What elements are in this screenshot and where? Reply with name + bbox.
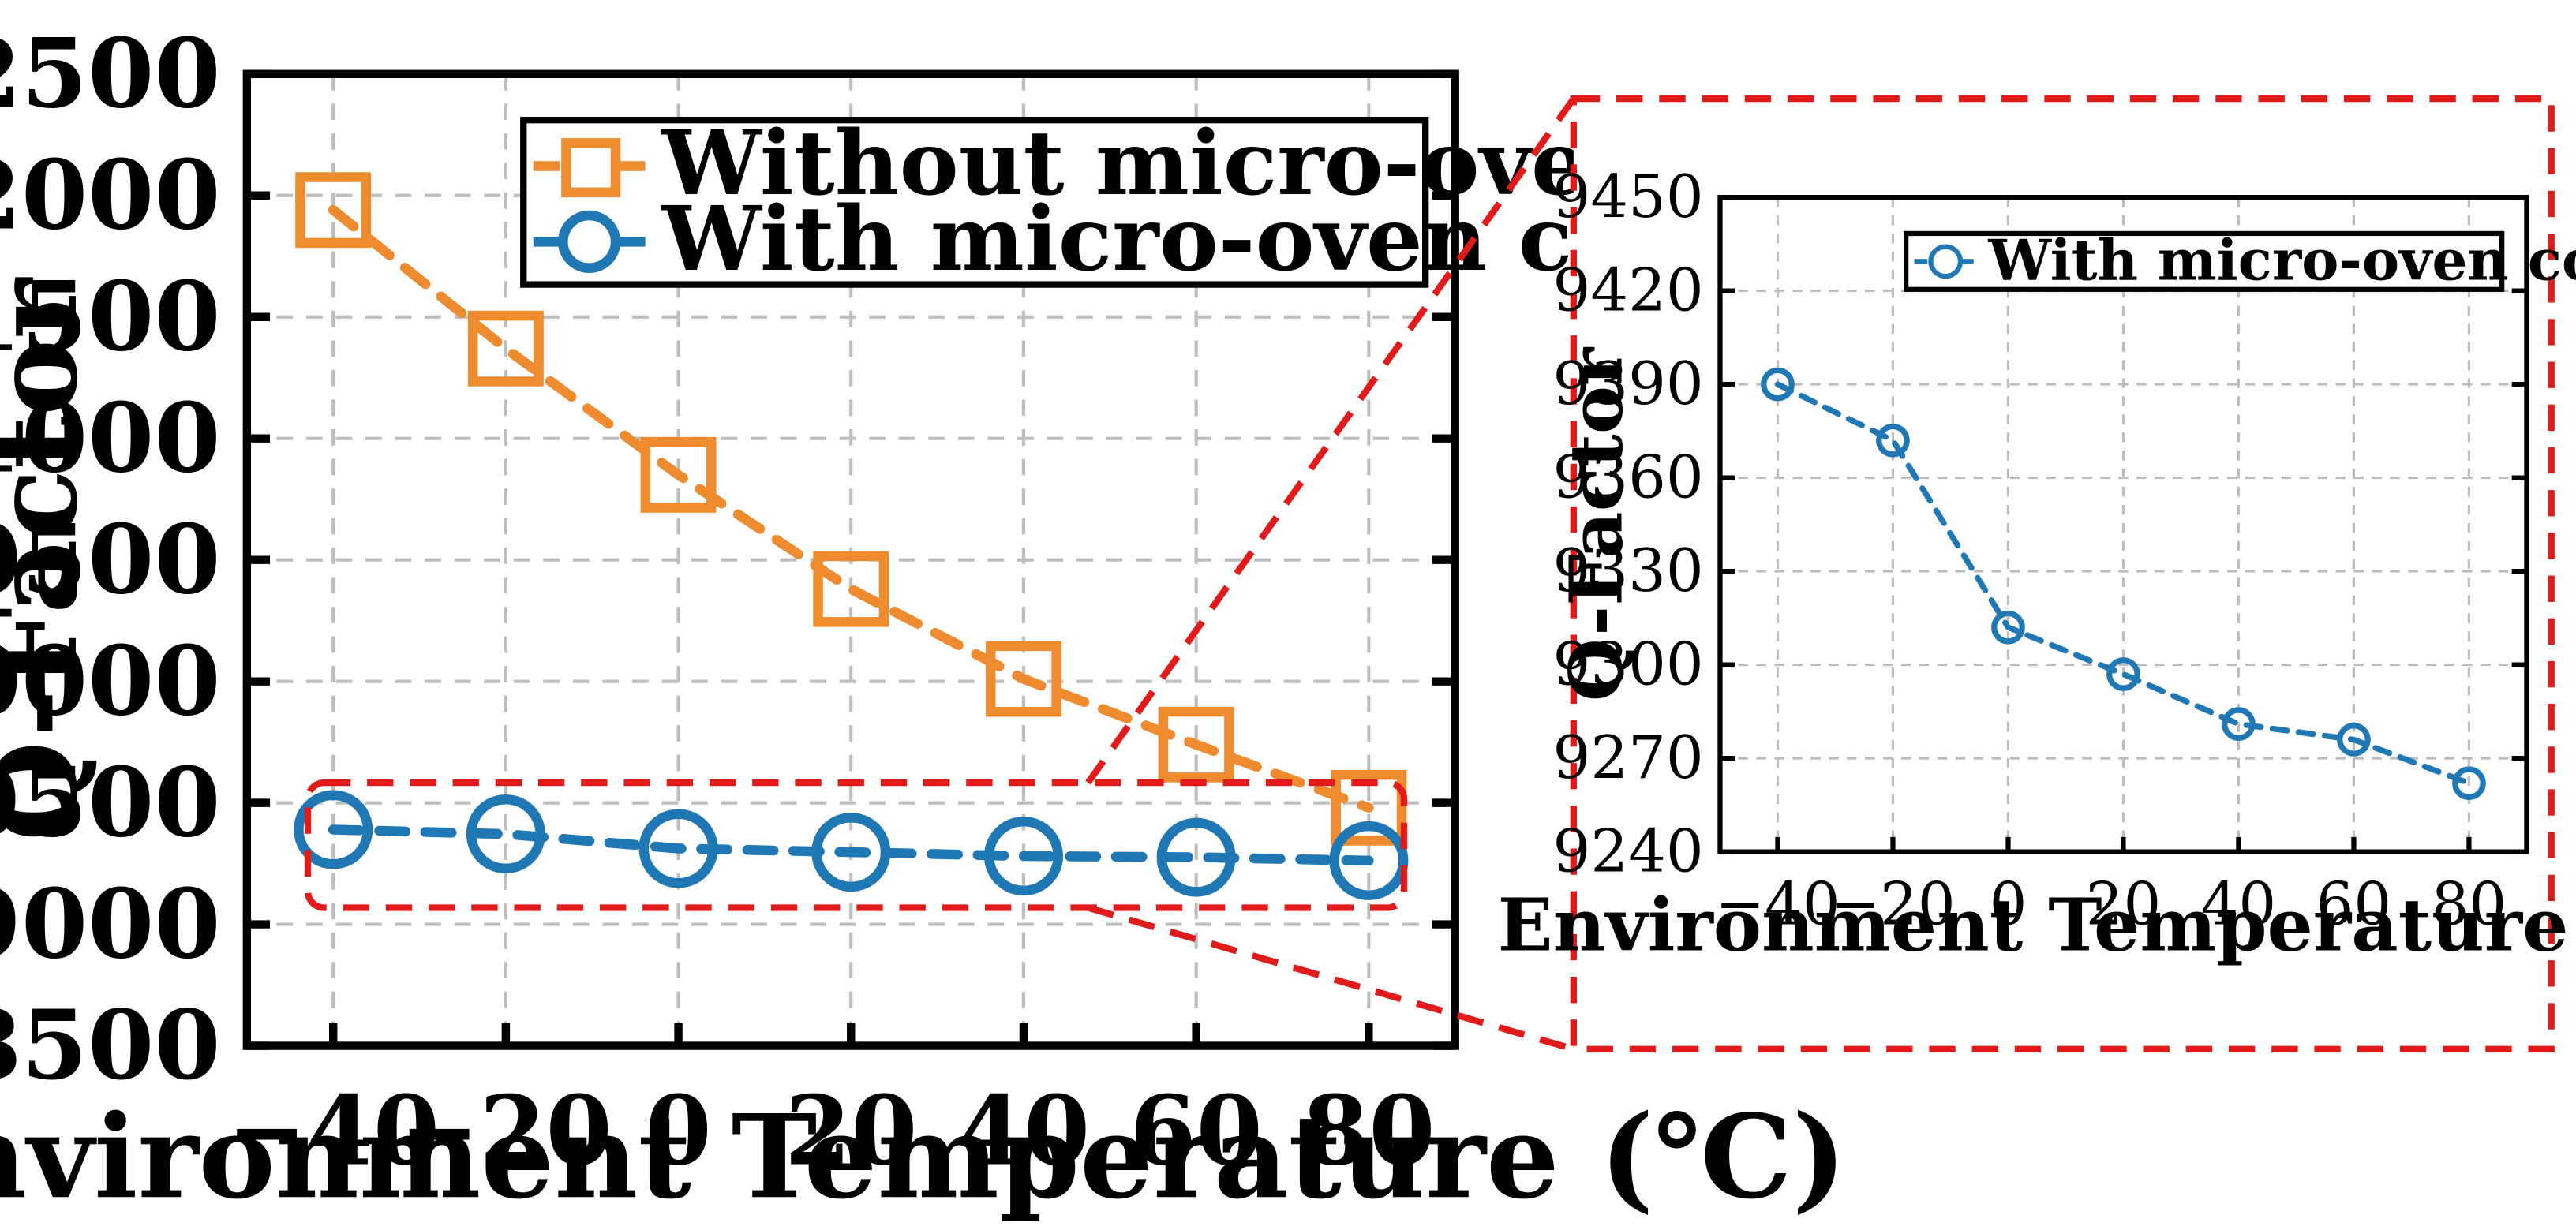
- inset-x-tick-label: −20: [1830, 869, 1955, 938]
- main-point-circle: [983, 817, 1064, 896]
- main-point-circle: [638, 809, 718, 888]
- inset-series-line-0: [1774, 381, 2473, 787]
- inset-point-circle: [1761, 367, 1795, 402]
- main-y-tick-label: 10500: [0, 503, 220, 615]
- main-point-square: [467, 310, 544, 387]
- inset-point-circle: [2106, 657, 2140, 691]
- main-y-tick-label: 10000: [0, 624, 220, 737]
- main-point-circle: [811, 813, 891, 892]
- connector-top: [1085, 96, 1577, 785]
- inset-legend: With micro-oven control at 100℃: [1904, 226, 2576, 293]
- inset-legend-circle-marker: [1928, 244, 1964, 279]
- inset-x-tick-label: −40: [1715, 869, 1840, 938]
- inset-y-tick-label: 9390: [1553, 349, 1704, 418]
- main-y-tick-label: 12500: [0, 17, 220, 130]
- inset-y-tick-label: 9270: [1553, 723, 1704, 792]
- main-x-tick-label: 60: [1129, 1075, 1262, 1187]
- inset-point-circle: [2337, 723, 2371, 757]
- main-point-square: [985, 641, 1061, 717]
- main-y-tick-label: 11000: [0, 381, 220, 494]
- main-series-line-1: [328, 824, 1374, 866]
- inset-plot-frame: [1717, 194, 2529, 854]
- inset-point-circle: [1991, 610, 2025, 645]
- main-x-tick-label: 80: [1302, 1075, 1435, 1187]
- main-y-tick-label: 11500: [0, 260, 220, 372]
- main-y-axis-label: Q-Factor: [0, 277, 103, 842]
- main-point-circle: [1329, 821, 1409, 900]
- zoom-connectors: [1085, 96, 1577, 1052]
- main-x-tick-label: 40: [957, 1075, 1090, 1187]
- main-x-tick-label: −40: [227, 1075, 440, 1187]
- main-legend-box: [520, 116, 1429, 288]
- inset-x-tick-label: 20: [2086, 869, 2162, 938]
- inset-y-tick-label: 9450: [1553, 162, 1704, 231]
- inset-y-tick-label: 9330: [1553, 536, 1704, 605]
- main-x-tick-label: −20: [399, 1075, 612, 1187]
- main-legend-square-marker: [561, 138, 621, 198]
- inset-legend-box: [1904, 230, 2505, 292]
- main-point-square: [295, 172, 372, 249]
- inset-x-axis-label: Environment Temperature (℃): [1498, 883, 2576, 968]
- inset-x-tick-label: 0: [1990, 869, 2027, 938]
- inset-legend-label-with: With micro-oven control at 100℃: [1987, 226, 2576, 293]
- main-y-tick-label: 9500: [0, 746, 220, 858]
- main-point-circle: [294, 790, 373, 869]
- inset-y-tick-label: 9360: [1553, 443, 1704, 512]
- main-y-tick-label: 8500: [0, 989, 220, 1101]
- inset-x-tick-label: 80: [2432, 869, 2507, 938]
- inset-x-tick-label: 60: [2316, 869, 2392, 938]
- main-point-circle: [466, 794, 545, 874]
- inset-point-circle: [2222, 707, 2256, 742]
- main-series-line-0: [328, 204, 1374, 813]
- main-point-square: [1331, 769, 1407, 846]
- inset-chart: With micro-oven control at 100℃ −40−20 02…: [1498, 95, 2576, 1052]
- inset-x-tick-label: 40: [2201, 869, 2277, 938]
- inset-y-tick-label: 9300: [1553, 630, 1704, 699]
- inset-y-tick-label: 9420: [1553, 256, 1704, 325]
- main-y-tick-label: 12000: [0, 138, 220, 251]
- main-legend-marks: [533, 138, 646, 273]
- main-x-tick-label: 20: [784, 1075, 917, 1187]
- main-plot-frame: [242, 69, 1459, 1050]
- inset-tick-labels: −40−20 0 20 40 60 80 9240 9270 9300 9330 9360 9390 9…: [1553, 162, 2507, 938]
- main-series: [294, 172, 1409, 900]
- main-point-square: [1158, 706, 1234, 783]
- inset-y-axis-label: Q-Factor: [1553, 346, 1638, 701]
- zoom-region: [304, 779, 1408, 911]
- main-point-square: [813, 551, 889, 627]
- main-point-circle: [1156, 817, 1236, 897]
- main-tick-labels: −40−20 0 20 40 60 80 8500900095001000010500110…: [0, 17, 1436, 1187]
- main-legend-circle-marker: [558, 210, 621, 273]
- inset-legend-marks: [1914, 244, 1977, 279]
- main-y-tick-label: 9000: [0, 867, 220, 980]
- main-point-square: [640, 436, 717, 513]
- inset-point-circle: [2452, 766, 2486, 801]
- inset-y-tick-label: 9240: [1553, 817, 1704, 886]
- main-x-axis-label: Environment Temperature (℃): [0, 1090, 1847, 1224]
- main-x-tick-label: 0: [645, 1075, 711, 1187]
- inset-point-circle: [1876, 423, 1910, 458]
- inset-series: [1761, 367, 2486, 801]
- zoom-region-box: [304, 779, 1408, 911]
